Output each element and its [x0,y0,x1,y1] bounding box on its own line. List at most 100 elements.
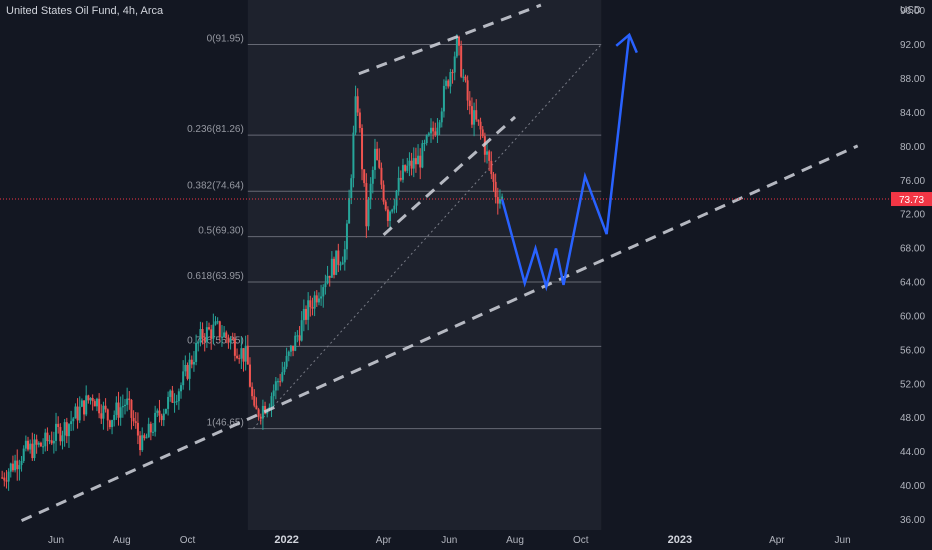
candle-body [326,275,329,284]
dashed-trendline[interactable] [382,115,517,237]
candle-body [182,371,185,386]
last-price-label: 73.73 [899,195,924,206]
y-axis-tick: 52.00 [900,379,925,390]
dashed-trendline[interactable] [20,144,859,523]
candle-body [361,128,364,170]
candle-body [180,385,183,392]
candle-body [417,155,420,165]
candle-body [501,196,504,200]
candle-body [440,111,443,123]
currency-label: USD [900,5,922,16]
last-price-tag [891,192,932,207]
candle-body [74,406,77,419]
candle-body [223,332,226,337]
candle-body [494,181,497,198]
candle-body [145,437,148,439]
candle-body [87,395,90,401]
candle-body [89,397,92,401]
candle-body [354,96,357,133]
candle-body [276,381,279,383]
candle-body [261,405,264,419]
x-axis-tick: Jun [48,535,64,546]
candle-body [195,342,198,362]
candle-body [395,190,398,206]
candle-body [389,211,392,222]
candle-body [55,423,58,441]
fib-level-label: 0(91.95) [207,34,244,45]
candle-body [95,398,98,407]
candle-body [328,275,331,278]
candle-body [302,308,305,321]
candle-body [438,122,441,128]
candle-body [386,209,389,222]
x-axis-tick: Oct [180,535,196,546]
candle-body [365,183,368,227]
candle-body [218,321,221,338]
candle-body [298,335,301,341]
y-axis-tick: 88.00 [900,74,925,85]
candle-body [173,401,176,403]
projection-arrowhead [615,32,638,54]
y-axis-tick: 92.00 [900,40,925,51]
y-axis-tick: 96.00 [900,6,925,17]
y-axis-tick: 60.00 [900,311,925,322]
candle-body [322,287,325,297]
y-axis-tick: 72.00 [900,210,925,221]
projection-path[interactable] [500,34,631,292]
candle-body [244,345,247,362]
candle-body [449,72,452,87]
candle-body [427,133,430,136]
candle-body [436,127,439,136]
candle-body [225,332,228,338]
dashed-trendline[interactable] [358,3,542,76]
candle-body [324,283,327,288]
candle-body [119,407,122,418]
fib-zone [247,0,602,530]
candle-body [466,80,469,101]
candle-body [339,264,342,266]
candle-body [305,308,308,320]
candle-body [425,135,428,144]
candle-body [363,169,366,184]
candle-body [496,197,499,204]
candle-body [46,432,49,442]
candle-body [104,405,107,410]
candle-body [423,143,426,145]
candle-body [143,435,146,439]
candle-body [52,440,55,444]
x-axis-tick: 2022 [274,534,298,546]
fib-level-label: 0.786(56.35) [187,335,244,346]
candle-body [337,250,340,265]
candle-body [205,327,208,342]
candle-body [11,463,14,471]
candle-body [70,421,73,425]
candle-body [167,396,170,409]
candle-body [39,442,42,447]
candle-body [85,395,88,415]
y-axis-tick: 40.00 [900,481,925,492]
x-axis-tick: Jun [441,535,457,546]
candle-body [251,386,254,397]
candle-body [203,337,206,342]
candle-body [434,131,437,136]
candle-body [384,201,387,210]
candle-body [240,348,243,359]
candle-body [42,446,45,448]
candle-body [102,405,105,419]
fib-level-label: 0.5(69.30) [198,226,244,237]
candle-body [315,295,318,303]
candle-body [345,223,348,250]
candle-body [44,432,47,447]
candle-body [382,184,385,202]
candle-body [190,359,193,365]
y-axis-tick: 84.00 [900,108,925,119]
candle-body [149,423,152,433]
candle-body [141,435,144,451]
candle-body [468,100,471,107]
candle-body [236,355,239,359]
candle-body [447,80,450,87]
candle-body [248,364,251,387]
candle-body [117,402,120,418]
y-axis-tick: 64.00 [900,278,925,289]
